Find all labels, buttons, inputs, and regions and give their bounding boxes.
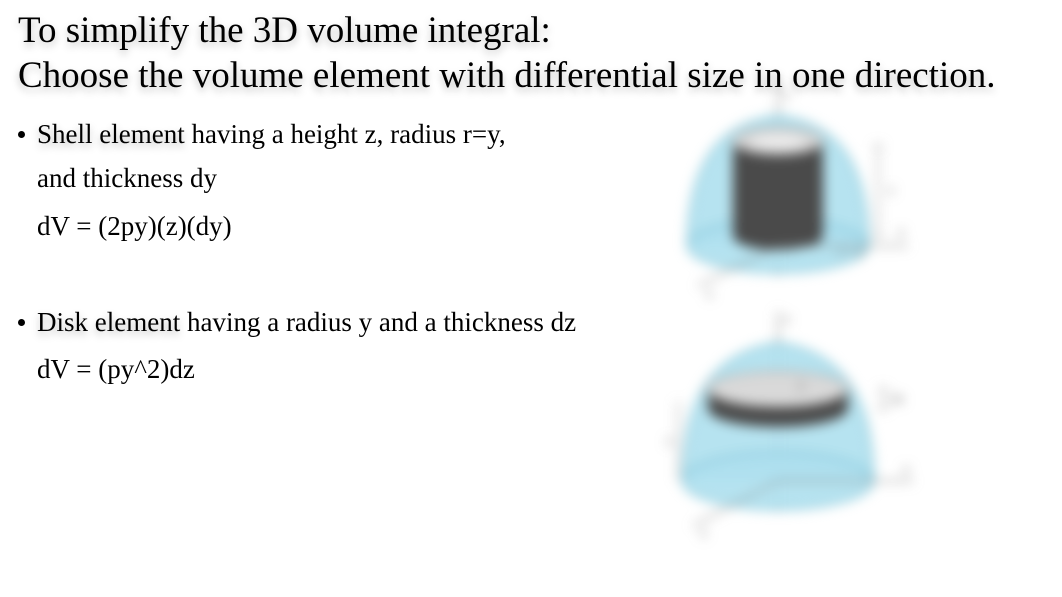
- bullet-dot-icon: [18, 319, 25, 326]
- svg-text:z: z: [784, 312, 790, 327]
- bullet-rest: having a height z, radius r=y,: [185, 119, 506, 149]
- slide-heading: To simplify the 3D volume integral: Choo…: [18, 8, 1044, 98]
- bullet-block-disk: Disk element having a radius y and a thi…: [18, 304, 578, 390]
- bullet-line: Shell element having a height z, radius …: [18, 116, 578, 154]
- svg-text:dz: dz: [891, 392, 904, 407]
- bullet-formula: dV = (py^2)dz: [37, 351, 578, 389]
- bullet-lead: Shell element: [37, 119, 185, 149]
- svg-text:y: y: [898, 225, 905, 240]
- svg-text:z: z: [888, 183, 894, 198]
- svg-text:x: x: [706, 287, 713, 302]
- slide-root: To simplify the 3D volume integral: Choo…: [0, 0, 1062, 597]
- svg-text:x: x: [700, 526, 707, 541]
- bullet-line-2: and thickness dy: [37, 160, 578, 198]
- shell-element-diagram: z r = y z y x: [628, 86, 928, 306]
- bullet-text: Shell element having a height z, radius …: [37, 116, 506, 154]
- diagram-column: z r = y z y x: [578, 116, 1044, 447]
- svg-text:z: z: [784, 87, 790, 102]
- disk-element-diagram: dz z y x z y: [628, 311, 928, 541]
- content-row: Shell element having a height z, radius …: [18, 116, 1044, 447]
- bullet-dot-icon: [18, 131, 25, 138]
- heading-line-1: To simplify the 3D volume integral:: [18, 10, 551, 51]
- bullet-formula: dV = (2py)(z)(dy): [37, 208, 578, 246]
- bullet-text: Disk element having a radius y and a thi…: [37, 304, 576, 342]
- bullet-block-shell: Shell element having a height z, radius …: [18, 116, 578, 245]
- svg-text:y: y: [903, 462, 910, 477]
- svg-text:z: z: [666, 434, 672, 449]
- bullet-line: Disk element having a radius y and a thi…: [18, 304, 578, 342]
- bullet-lead: Disk element: [37, 307, 180, 337]
- svg-text:y: y: [798, 378, 805, 393]
- text-column: Shell element having a height z, radius …: [18, 116, 578, 447]
- bullet-rest: having a radius y and a thickness dz: [180, 307, 576, 337]
- svg-text:r = y: r = y: [838, 245, 865, 260]
